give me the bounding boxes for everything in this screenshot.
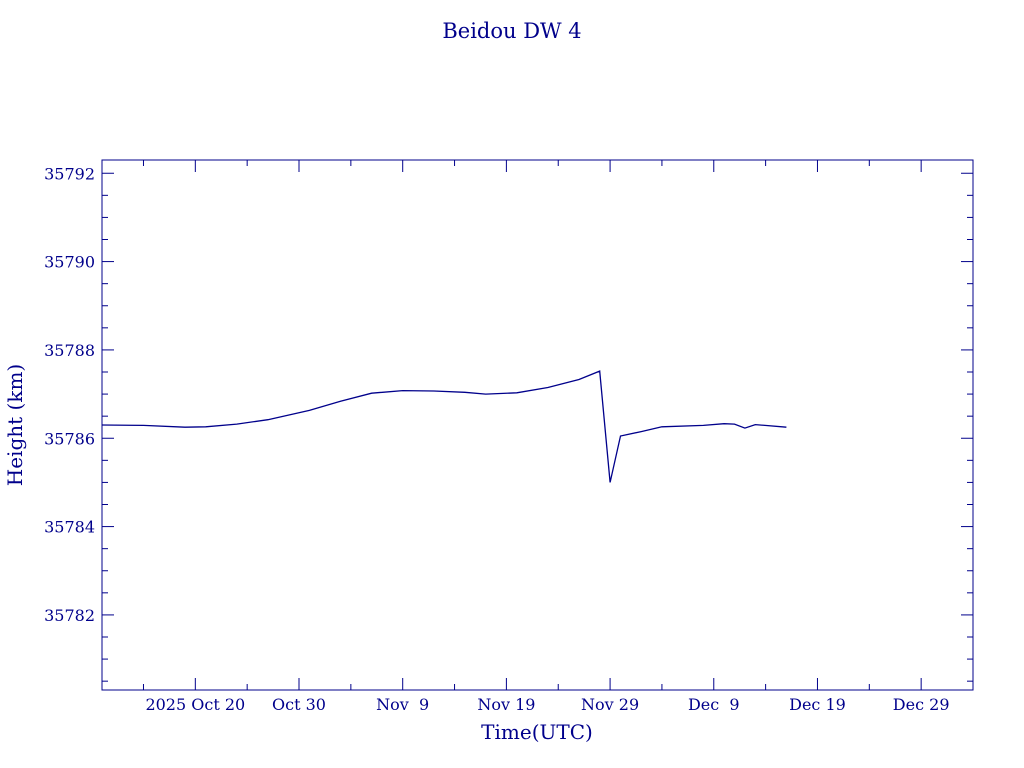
x-tick-label: Oct 30 xyxy=(272,695,326,714)
y-tick-label: 35792 xyxy=(44,164,95,183)
y-tick-label: 35788 xyxy=(44,341,95,360)
y-axis-label: Height (km) xyxy=(3,364,27,486)
x-tick-label: Dec 29 xyxy=(893,695,950,714)
y-tick-label: 35784 xyxy=(44,518,95,537)
x-tick-label: Dec 9 xyxy=(688,695,740,714)
y-tick-labels: 35782 35784 35786 35788 35790 35792 xyxy=(44,164,95,625)
axis-ticks xyxy=(102,160,973,690)
series-line-height xyxy=(101,370,787,483)
x-tick-label: Nov 9 xyxy=(376,695,429,714)
y-tick-label: 35786 xyxy=(44,429,95,448)
y-tick-label: 35790 xyxy=(44,253,95,272)
x-axis-label: Time(UTC) xyxy=(481,720,593,744)
x-tick-labels: 2025 Oct 20 Oct 30 Nov 9 Nov 19 Nov 29 Dec 9 D… xyxy=(145,695,949,714)
x-tick-label: Nov 29 xyxy=(581,695,639,714)
y-tick-label: 35782 xyxy=(44,606,95,625)
x-tick-label: Nov 19 xyxy=(477,695,535,714)
x-tick-label: Dec 19 xyxy=(789,695,846,714)
x-tick-label: 2025 Oct 20 xyxy=(145,695,245,714)
chart-title: Beidou DW 4 xyxy=(442,19,581,43)
